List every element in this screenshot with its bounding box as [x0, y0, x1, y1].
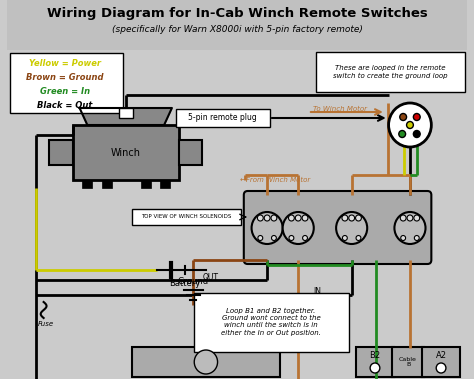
Circle shape — [258, 235, 263, 241]
FancyBboxPatch shape — [422, 347, 461, 377]
Circle shape — [252, 212, 283, 244]
FancyBboxPatch shape — [82, 180, 92, 188]
Text: IN: IN — [314, 288, 322, 296]
Polygon shape — [80, 108, 172, 125]
Circle shape — [399, 130, 406, 138]
Text: TOP VIEW OF WINCH SOLENOIDS: TOP VIEW OF WINCH SOLENOIDS — [141, 215, 232, 219]
Circle shape — [407, 122, 413, 128]
FancyBboxPatch shape — [132, 347, 280, 377]
Circle shape — [283, 212, 314, 244]
FancyBboxPatch shape — [7, 0, 467, 50]
Circle shape — [349, 215, 355, 221]
Circle shape — [394, 212, 426, 244]
Circle shape — [289, 235, 294, 241]
Circle shape — [436, 363, 446, 373]
Circle shape — [342, 235, 347, 241]
FancyBboxPatch shape — [9, 53, 123, 113]
Text: ←From Winch Motor: ←From Winch Motor — [240, 177, 310, 183]
Circle shape — [194, 350, 218, 374]
Circle shape — [257, 215, 263, 221]
Circle shape — [400, 113, 407, 121]
Text: Brown = Ground: Brown = Ground — [26, 74, 104, 83]
Text: Battery: Battery — [169, 279, 200, 288]
Circle shape — [295, 215, 301, 221]
Text: Black = Out: Black = Out — [37, 102, 93, 111]
Circle shape — [370, 363, 380, 373]
FancyBboxPatch shape — [194, 293, 349, 352]
FancyBboxPatch shape — [176, 109, 270, 127]
Circle shape — [413, 113, 420, 121]
Circle shape — [289, 215, 294, 221]
Text: To Winch Motor: To Winch Motor — [313, 106, 367, 112]
Text: Cable
B: Cable B — [399, 357, 417, 367]
Text: Green = In: Green = In — [40, 88, 90, 97]
Circle shape — [356, 215, 361, 221]
Text: A2: A2 — [436, 351, 447, 360]
FancyBboxPatch shape — [179, 140, 202, 165]
Text: Loop B1 and B2 together.
Ground wont connect to the
winch until the switch is in: Loop B1 and B2 together. Ground wont con… — [221, 309, 321, 336]
Text: Winch: Winch — [110, 148, 140, 158]
FancyBboxPatch shape — [102, 180, 112, 188]
Text: 5-pin remote plug: 5-pin remote plug — [188, 113, 257, 122]
Circle shape — [414, 235, 419, 241]
Text: Fuse: Fuse — [37, 321, 54, 327]
Text: B2: B2 — [369, 351, 381, 360]
FancyBboxPatch shape — [132, 209, 241, 225]
Text: Ground: Ground — [178, 277, 209, 287]
Circle shape — [400, 215, 406, 221]
Circle shape — [401, 235, 406, 241]
Circle shape — [413, 130, 420, 138]
FancyBboxPatch shape — [356, 347, 394, 377]
FancyBboxPatch shape — [160, 180, 170, 188]
FancyBboxPatch shape — [244, 191, 431, 264]
FancyBboxPatch shape — [141, 180, 151, 188]
Circle shape — [356, 235, 361, 241]
Circle shape — [342, 215, 348, 221]
FancyBboxPatch shape — [392, 347, 424, 377]
Circle shape — [264, 215, 270, 221]
Text: (specifically for Warn X8000i with 5-pin factory remote): (specifically for Warn X8000i with 5-pin… — [111, 25, 363, 34]
Circle shape — [336, 212, 367, 244]
FancyBboxPatch shape — [119, 108, 133, 118]
FancyBboxPatch shape — [316, 52, 465, 92]
Circle shape — [302, 215, 308, 221]
FancyBboxPatch shape — [73, 125, 179, 180]
Text: Yellow = Power: Yellow = Power — [29, 60, 101, 69]
Circle shape — [389, 103, 431, 147]
Circle shape — [407, 215, 413, 221]
Text: These are looped in the remote
switch to create the ground loop: These are looped in the remote switch to… — [333, 66, 448, 78]
Text: Wiring Diagram for In-Cab Winch Remote Switches: Wiring Diagram for In-Cab Winch Remote S… — [46, 6, 428, 19]
Circle shape — [272, 235, 276, 241]
Text: OUT: OUT — [203, 273, 219, 282]
FancyBboxPatch shape — [49, 140, 73, 165]
Circle shape — [271, 215, 277, 221]
Circle shape — [414, 215, 419, 221]
Circle shape — [302, 235, 308, 241]
